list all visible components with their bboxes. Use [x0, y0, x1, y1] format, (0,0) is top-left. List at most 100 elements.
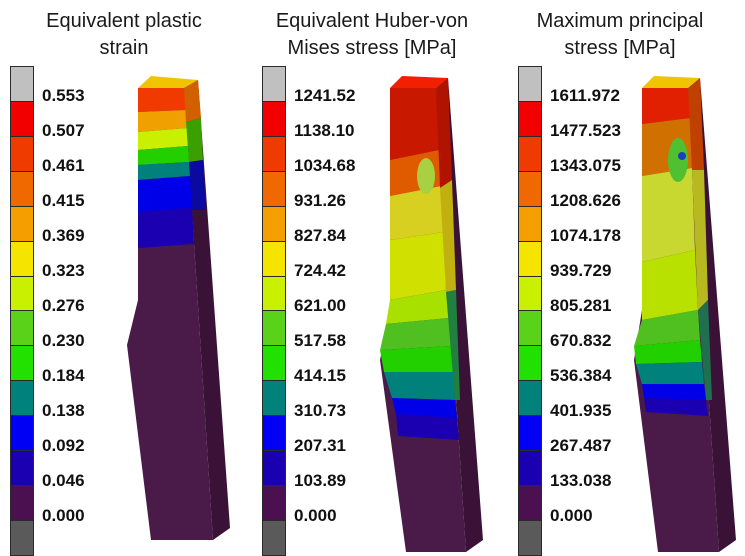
legend-value-label: 931.26 [294, 191, 346, 210]
color-legend [10, 66, 34, 556]
contour-band [390, 88, 439, 160]
contour-band [642, 168, 695, 262]
legend-value-label: 0.323 [42, 261, 85, 280]
side-contour [184, 80, 201, 122]
legend-value-label: 0.000 [294, 506, 337, 525]
legend-swatch [263, 276, 285, 312]
legend-swatch [263, 381, 285, 417]
legend-value-label: 1343.075 [550, 156, 621, 175]
panel-title: Equivalent plastic strain [0, 8, 248, 62]
model-top-face [138, 76, 198, 88]
contour-band [138, 176, 192, 212]
legend-value-label: 0.092 [42, 436, 85, 455]
contour-band [634, 310, 700, 346]
contour-band [380, 346, 453, 372]
legend-swatch [11, 171, 33, 207]
legend-swatch [519, 346, 541, 382]
title-line-1: Equivalent Huber-von [275, 10, 469, 32]
contour-band [138, 208, 194, 248]
contour-band [138, 110, 187, 132]
contour-band [384, 372, 455, 400]
contour-band [642, 250, 698, 320]
contour-band [634, 340, 702, 364]
legend-value-label: 536.384 [550, 366, 612, 385]
legend-value-label: 1138.10 [294, 121, 355, 140]
legend-value-label: 0.000 [550, 506, 593, 525]
legend-swatch [519, 416, 541, 452]
legend-swatch [11, 451, 33, 487]
legend-value-label: 0.138 [42, 401, 85, 420]
title-line-2: strain [99, 37, 149, 59]
legend-swatch [11, 381, 33, 417]
legend-value-label: 0.369 [42, 226, 85, 245]
legend-swatch [519, 206, 541, 242]
legend-swatch [11, 101, 33, 137]
side-contour [688, 78, 704, 170]
legend-swatch [263, 451, 285, 487]
legend-value-label: 1208.626 [550, 191, 621, 210]
legend-swatch [519, 101, 541, 137]
plastic-strain-panel: Equivalent plastic strain 0.553 0.507 0.46… [0, 0, 248, 556]
legend-value-label: 827.84 [294, 226, 346, 245]
legend-swatch [263, 171, 285, 207]
max-principal-stress-panel: Maximum principal stress [MPa] 1611.972 1… [496, 0, 744, 556]
legend-swatch [263, 101, 285, 137]
legend-swatch [11, 66, 33, 102]
side-contour [446, 290, 460, 400]
legend-swatch [11, 520, 33, 556]
legend-swatch [11, 136, 33, 172]
legend-swatch [263, 416, 285, 452]
panel-title: Maximum principal stress [MPa] [496, 8, 744, 62]
legend-swatch [519, 451, 541, 487]
legend-swatch [11, 486, 33, 521]
contour-band [138, 128, 188, 150]
contour-band [396, 414, 459, 440]
legend-swatch [263, 206, 285, 242]
legend-swatch [519, 241, 541, 277]
side-contour [189, 160, 206, 210]
contour-band [138, 162, 190, 180]
legend-swatch [519, 520, 541, 556]
legend-value-label: 207.31 [294, 436, 346, 455]
contour-band [642, 384, 706, 400]
legend-swatch [263, 136, 285, 172]
legend-value-label: 414.15 [294, 366, 346, 385]
contour-band [636, 362, 704, 384]
title-line-1: Maximum principal [536, 10, 704, 32]
legend-value-label: 0.507 [42, 121, 85, 140]
legend-value-label: 0.553 [42, 86, 85, 105]
legend-value-label: 517.58 [294, 331, 346, 350]
model-top-face [642, 76, 700, 88]
legend-value-label: 133.038 [550, 471, 612, 490]
contour-band [392, 398, 457, 418]
legend-value-label: 1611.972 [550, 86, 620, 105]
legend-swatch [519, 276, 541, 312]
legend-value-label: 267.487 [550, 436, 612, 455]
legend-value-label: 1034.68 [294, 156, 356, 175]
side-contour [692, 170, 708, 310]
legend-value-label: 310.73 [294, 401, 346, 420]
side-contour [698, 300, 712, 400]
title-line-1: Equivalent plastic [46, 10, 202, 32]
legend-swatch [263, 66, 285, 102]
legend-value-label: 805.281 [550, 296, 612, 315]
legend-swatch [519, 66, 541, 102]
stress-hotspot [668, 138, 688, 182]
contour-band [642, 88, 690, 124]
legend-swatch [11, 416, 33, 452]
contour-band [390, 232, 446, 300]
legend-swatch [263, 520, 285, 556]
legend-swatch [11, 241, 33, 277]
color-legend [262, 66, 286, 556]
legend-value-label: 939.729 [550, 261, 612, 280]
title-line-2: Mises stress [MPa] [287, 37, 457, 59]
legend-value-label: 0.461 [42, 156, 85, 175]
model-top-face [390, 76, 448, 88]
legend-value-label: 0.046 [42, 471, 85, 490]
legend-swatch [519, 381, 541, 417]
legend-value-label: 0.415 [42, 191, 85, 210]
side-contour [186, 118, 203, 162]
mises-stress-panel: Equivalent Huber-von Mises stress [MPa] … [248, 0, 496, 556]
legend-swatch [11, 206, 33, 242]
legend-swatch [11, 311, 33, 347]
